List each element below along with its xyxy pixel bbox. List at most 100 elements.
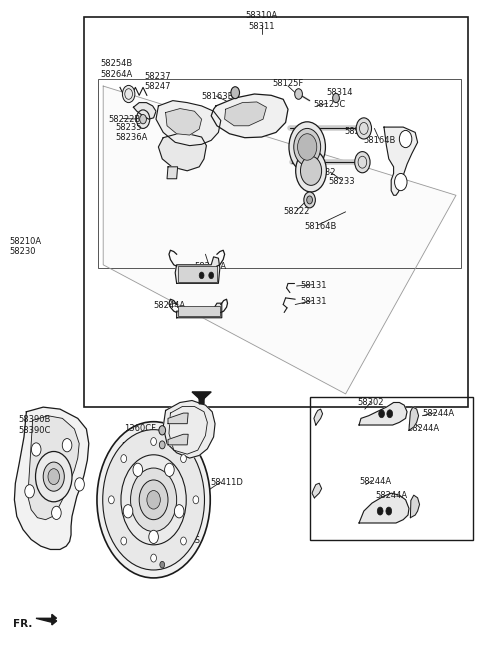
Polygon shape [211, 94, 288, 138]
Polygon shape [314, 409, 323, 425]
Circle shape [140, 115, 146, 124]
Text: 58244A: 58244A [154, 301, 186, 310]
Circle shape [121, 537, 127, 545]
Text: 58302: 58302 [358, 398, 384, 407]
Text: 58213: 58213 [290, 157, 317, 166]
Circle shape [159, 426, 166, 435]
Circle shape [231, 87, 240, 99]
Circle shape [386, 507, 392, 515]
Circle shape [379, 410, 384, 418]
Circle shape [180, 455, 186, 463]
Text: 58163B: 58163B [202, 92, 234, 101]
Text: 58244A: 58244A [194, 261, 227, 271]
Bar [178, 266, 217, 282]
Polygon shape [168, 434, 188, 445]
Polygon shape [167, 167, 178, 179]
Circle shape [131, 468, 177, 532]
Circle shape [133, 463, 143, 477]
Polygon shape [225, 102, 266, 126]
Polygon shape [359, 493, 409, 523]
Circle shape [295, 89, 302, 99]
Text: 1220FS: 1220FS [169, 536, 200, 545]
Text: 58390B
58390C: 58390B 58390C [18, 415, 50, 435]
Text: 58244A: 58244A [407, 424, 439, 434]
Circle shape [151, 554, 156, 562]
Polygon shape [36, 614, 57, 625]
Polygon shape [359, 402, 407, 425]
Circle shape [103, 430, 204, 570]
Text: 58244A: 58244A [422, 409, 455, 418]
Circle shape [395, 173, 407, 191]
Circle shape [294, 128, 321, 166]
Text: 58131: 58131 [300, 281, 326, 291]
Circle shape [199, 272, 204, 279]
Circle shape [136, 110, 150, 128]
Text: 58411D: 58411D [210, 478, 243, 487]
Circle shape [48, 469, 60, 485]
Text: 58244A: 58244A [375, 491, 408, 500]
Circle shape [43, 462, 64, 491]
Circle shape [160, 561, 165, 568]
Circle shape [149, 530, 158, 544]
Circle shape [25, 485, 35, 498]
Text: 58221: 58221 [345, 126, 371, 136]
Circle shape [121, 455, 186, 545]
Circle shape [51, 506, 61, 520]
Circle shape [377, 507, 383, 515]
Circle shape [121, 455, 127, 463]
Circle shape [174, 504, 184, 518]
Polygon shape [166, 109, 202, 135]
Text: 58254B
58264A: 58254B 58264A [101, 59, 133, 79]
Text: 58164B: 58164B [305, 222, 337, 231]
Bar [98, 79, 461, 268]
Polygon shape [410, 495, 420, 518]
Text: 58314: 58314 [326, 88, 353, 97]
Polygon shape [158, 132, 206, 171]
Text: 58131: 58131 [300, 297, 326, 307]
Bar [310, 397, 473, 540]
Polygon shape [14, 407, 89, 549]
Polygon shape [175, 257, 220, 283]
Circle shape [289, 122, 325, 172]
Polygon shape [409, 407, 419, 430]
Text: FR.: FR. [13, 618, 33, 629]
Text: 58237
58247: 58237 58247 [144, 71, 170, 91]
Circle shape [356, 118, 372, 139]
Circle shape [108, 496, 114, 504]
Polygon shape [156, 101, 221, 146]
Circle shape [387, 410, 393, 418]
Circle shape [31, 443, 41, 456]
Bar [84, 17, 468, 407]
Circle shape [97, 422, 210, 578]
Circle shape [62, 438, 72, 451]
Text: 58164B: 58164B [364, 136, 396, 145]
Circle shape [209, 272, 214, 279]
Text: 58233: 58233 [328, 177, 355, 186]
Circle shape [307, 196, 312, 204]
Circle shape [180, 537, 186, 545]
Circle shape [165, 463, 174, 477]
Circle shape [75, 478, 84, 491]
Polygon shape [133, 103, 156, 119]
Polygon shape [163, 401, 215, 458]
Text: 1360CF: 1360CF [124, 424, 156, 434]
Polygon shape [312, 483, 322, 498]
Circle shape [300, 156, 322, 185]
Circle shape [333, 93, 339, 103]
Circle shape [355, 152, 370, 173]
Bar [178, 306, 220, 316]
Text: 58222B: 58222B [108, 115, 140, 124]
Text: 58210A
58230: 58210A 58230 [10, 236, 42, 256]
Circle shape [139, 480, 168, 520]
Polygon shape [192, 392, 211, 404]
Circle shape [36, 451, 72, 502]
Circle shape [298, 134, 317, 160]
Circle shape [159, 441, 165, 449]
Text: 58244A: 58244A [359, 477, 391, 487]
Circle shape [296, 150, 326, 192]
Polygon shape [384, 127, 418, 195]
Text: 58125F: 58125F [273, 79, 304, 88]
Polygon shape [28, 416, 79, 520]
Text: 58125C: 58125C [313, 100, 345, 109]
Circle shape [123, 504, 133, 518]
